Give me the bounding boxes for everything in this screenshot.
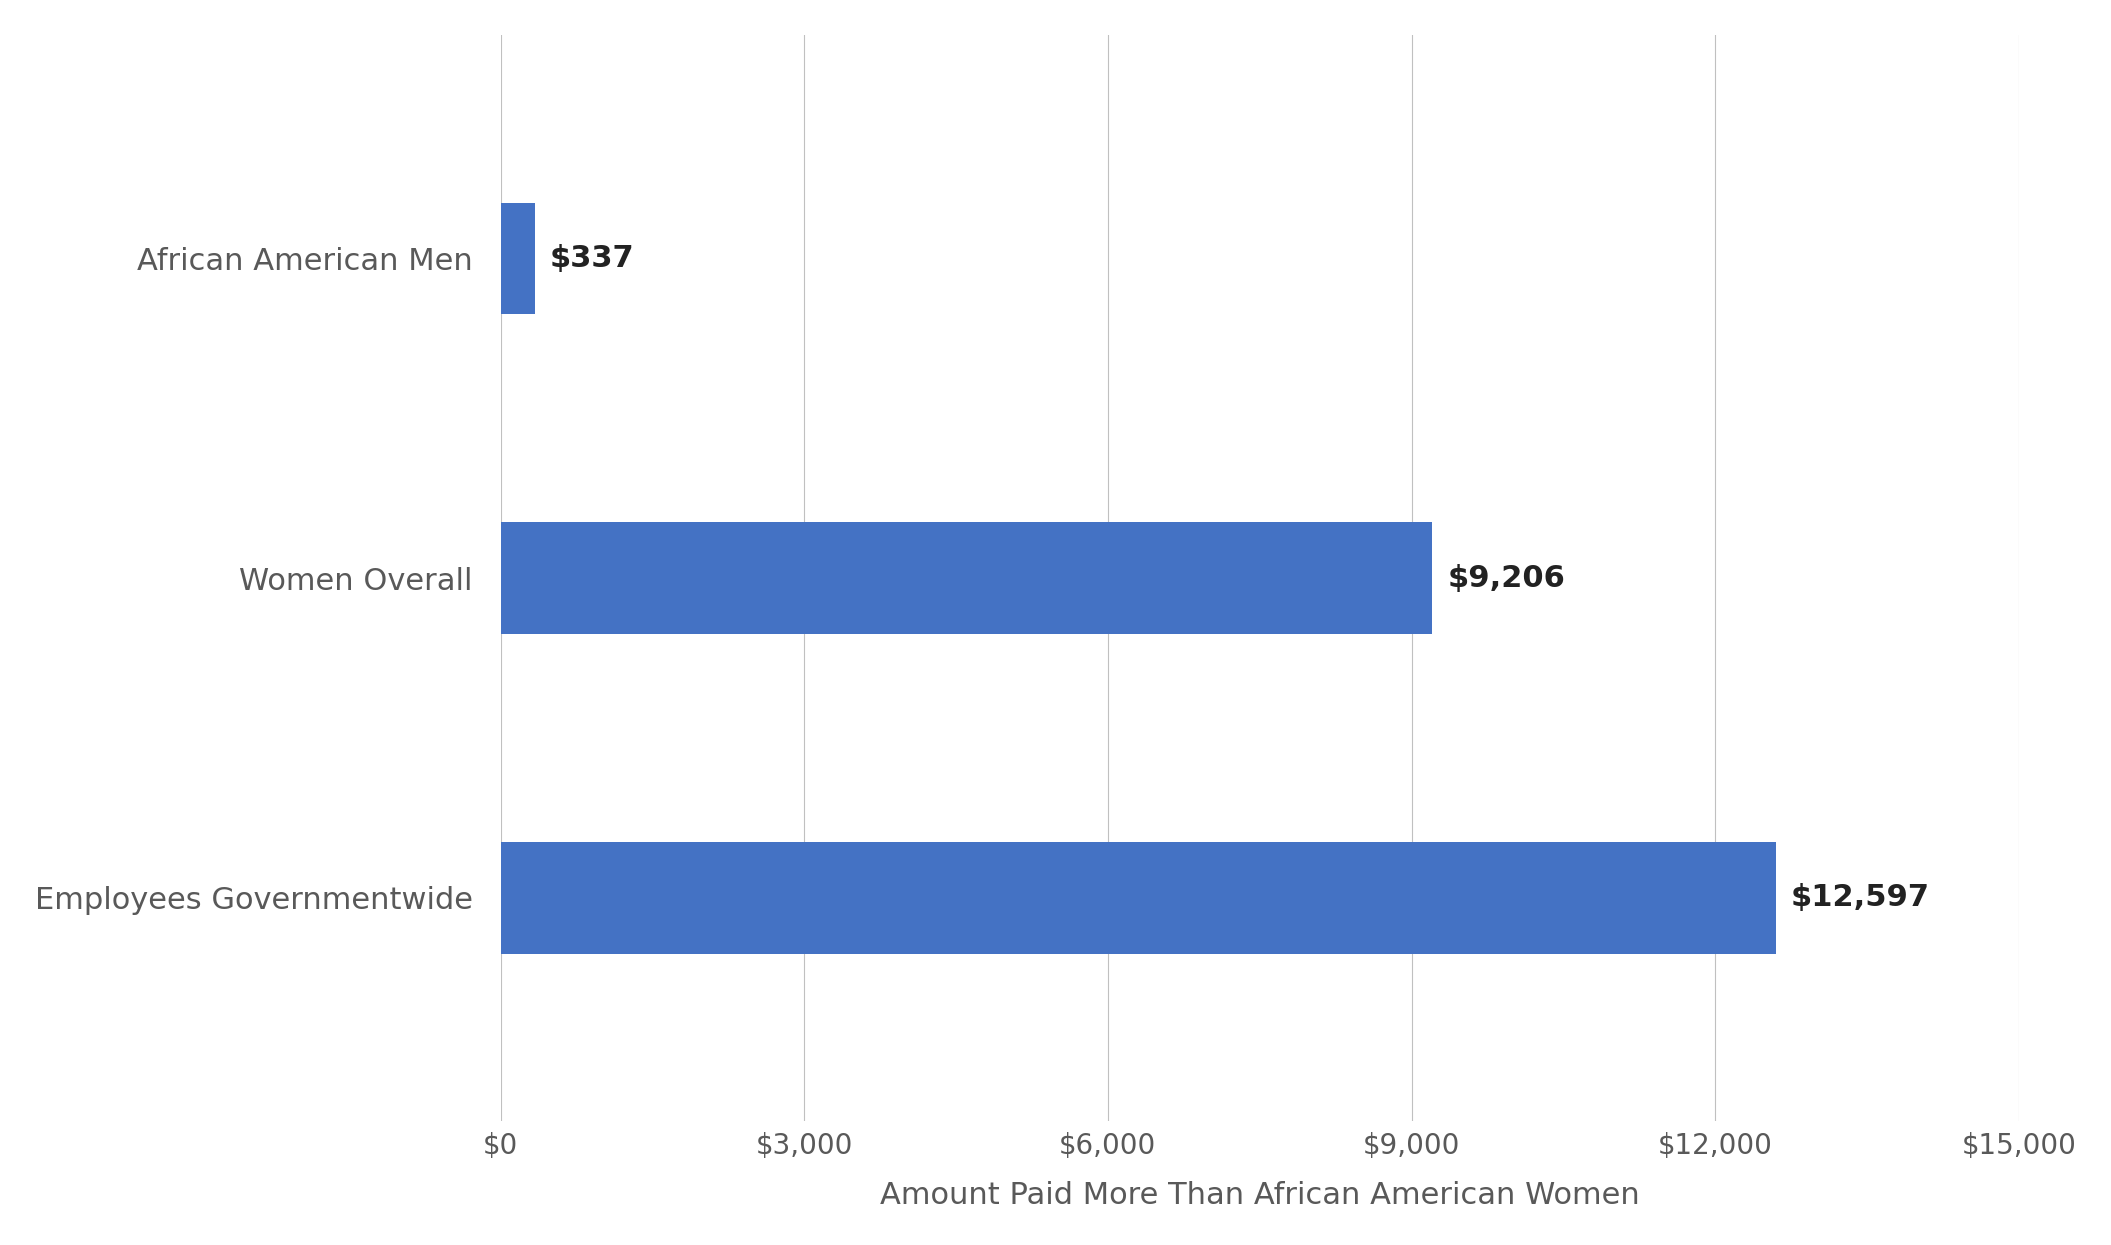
Text: $9,206: $9,206	[1448, 564, 1566, 593]
Bar	[500, 203, 534, 315]
Text: $337: $337	[549, 244, 635, 273]
X-axis label: Amount Paid More Than African American Women: Amount Paid More Than African American W…	[880, 1182, 1640, 1210]
Text: $12,597: $12,597	[1790, 883, 1929, 913]
Bar	[500, 842, 1775, 954]
Bar	[500, 522, 1433, 634]
